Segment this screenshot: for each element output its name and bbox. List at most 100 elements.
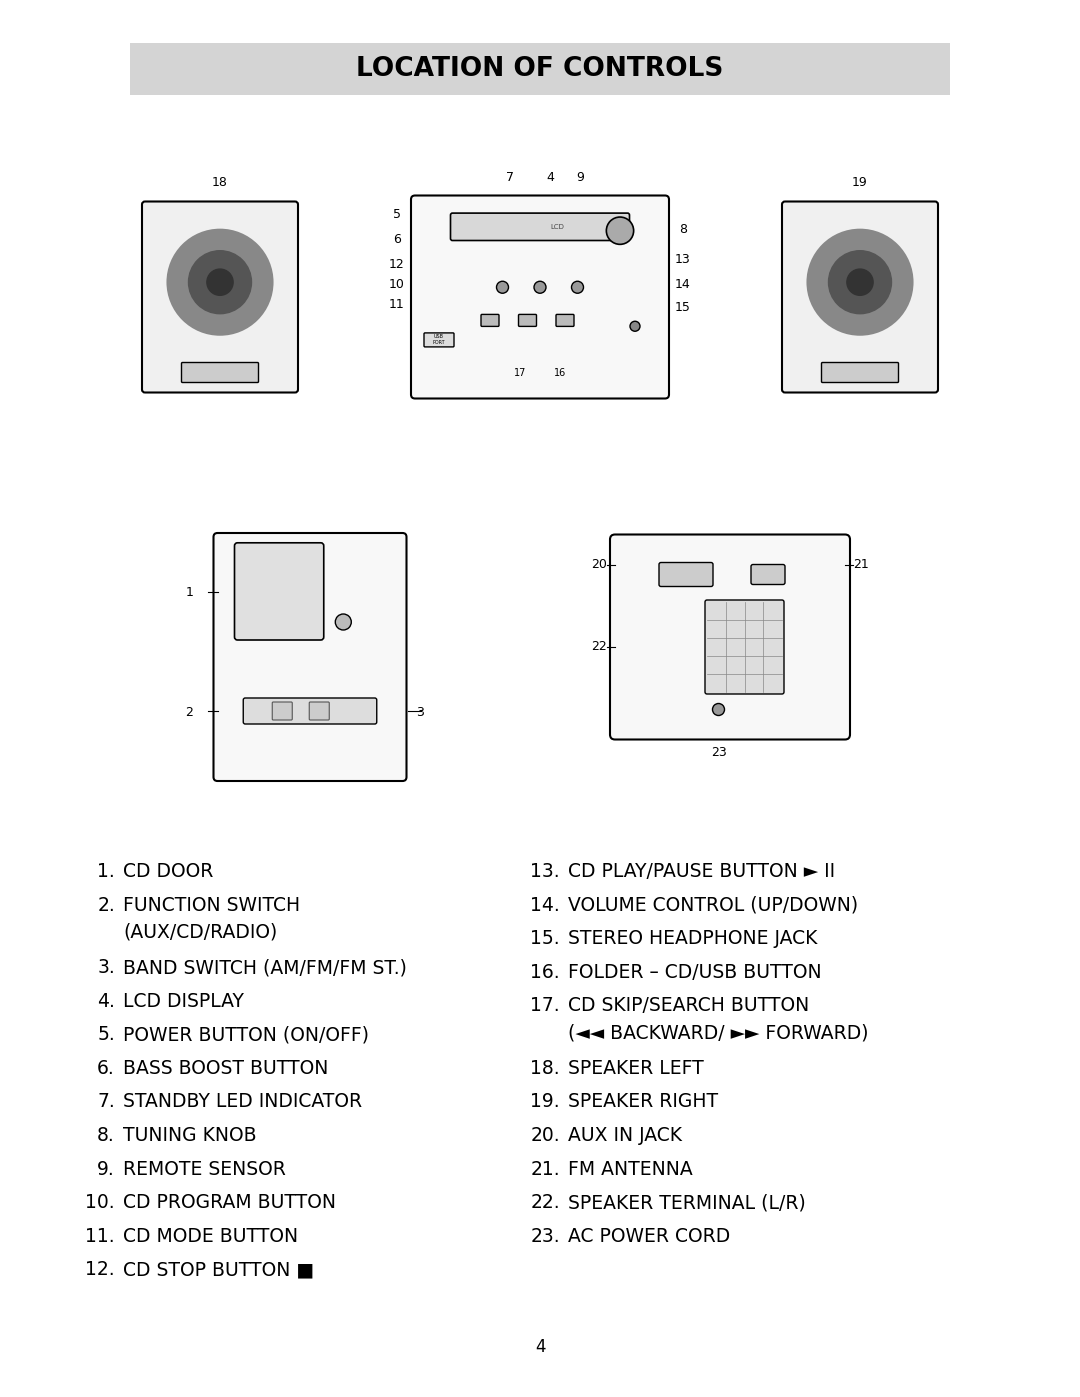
Circle shape <box>808 229 913 335</box>
Text: VOLUME CONTROL (UP/DOWN): VOLUME CONTROL (UP/DOWN) <box>568 895 859 915</box>
Text: 20.: 20. <box>530 1126 561 1146</box>
Text: 2.: 2. <box>97 895 114 915</box>
Text: 7: 7 <box>507 170 514 184</box>
FancyBboxPatch shape <box>610 535 850 739</box>
FancyBboxPatch shape <box>243 698 377 724</box>
Circle shape <box>189 250 252 314</box>
FancyBboxPatch shape <box>782 201 939 393</box>
Text: 22.: 22. <box>530 1193 561 1213</box>
Text: (◄◄ BACKWARD/ ►► FORWARD): (◄◄ BACKWARD/ ►► FORWARD) <box>568 1024 868 1042</box>
Text: 4: 4 <box>546 170 554 184</box>
Text: 3: 3 <box>417 705 424 718</box>
Circle shape <box>828 250 891 314</box>
Text: 13: 13 <box>675 253 691 265</box>
Text: 19: 19 <box>852 176 868 189</box>
Text: 8.: 8. <box>97 1126 114 1146</box>
Text: 15: 15 <box>675 300 691 314</box>
FancyBboxPatch shape <box>272 703 293 719</box>
Text: 11: 11 <box>389 298 405 312</box>
Text: LCD: LCD <box>551 224 565 229</box>
Text: 6.: 6. <box>97 1059 114 1078</box>
FancyBboxPatch shape <box>181 362 258 383</box>
Text: 8: 8 <box>679 224 687 236</box>
Text: 5.: 5. <box>97 1025 114 1044</box>
Text: 18.: 18. <box>530 1059 561 1078</box>
Text: 9: 9 <box>576 170 584 184</box>
Text: 7.: 7. <box>97 1092 114 1112</box>
Text: 16.: 16. <box>530 963 561 982</box>
Text: 14: 14 <box>675 278 691 291</box>
Text: 20: 20 <box>591 557 607 571</box>
Text: FUNCTION SWITCH: FUNCTION SWITCH <box>123 895 300 915</box>
Text: SPEAKER RIGHT: SPEAKER RIGHT <box>568 1092 718 1112</box>
Text: 4.: 4. <box>97 992 114 1010</box>
Text: CD STOP BUTTON ■: CD STOP BUTTON ■ <box>123 1260 314 1280</box>
Text: BAND SWITCH (AM/FM/FM ST.): BAND SWITCH (AM/FM/FM ST.) <box>123 958 407 977</box>
Text: 1: 1 <box>186 585 193 598</box>
Text: 13.: 13. <box>530 862 561 882</box>
FancyBboxPatch shape <box>705 599 784 694</box>
Text: 3.: 3. <box>97 958 114 977</box>
FancyBboxPatch shape <box>450 214 630 240</box>
Text: 19.: 19. <box>530 1092 561 1112</box>
Text: CD SKIP/SEARCH BUTTON: CD SKIP/SEARCH BUTTON <box>568 996 809 1016</box>
FancyBboxPatch shape <box>141 201 298 393</box>
FancyBboxPatch shape <box>751 564 785 584</box>
Text: SPEAKER TERMINAL (L/R): SPEAKER TERMINAL (L/R) <box>568 1193 806 1213</box>
Text: CD DOOR: CD DOOR <box>123 862 214 882</box>
Text: USB
PORT: USB PORT <box>433 334 445 345</box>
Text: 23: 23 <box>711 746 727 759</box>
Text: FM ANTENNA: FM ANTENNA <box>568 1160 692 1179</box>
Text: 10: 10 <box>389 278 405 291</box>
Text: 4: 4 <box>535 1338 545 1356</box>
Text: (AUX/CD/RADIO): (AUX/CD/RADIO) <box>123 923 278 942</box>
FancyBboxPatch shape <box>234 543 324 640</box>
Text: LCD DISPLAY: LCD DISPLAY <box>123 992 244 1010</box>
Text: BASS BOOST BUTTON: BASS BOOST BUTTON <box>123 1059 328 1078</box>
Circle shape <box>571 281 583 293</box>
Text: TUNING KNOB: TUNING KNOB <box>123 1126 257 1146</box>
Text: 17.: 17. <box>530 996 561 1016</box>
Circle shape <box>847 270 873 295</box>
FancyBboxPatch shape <box>214 534 406 781</box>
FancyBboxPatch shape <box>556 314 573 327</box>
Text: CD PROGRAM BUTTON: CD PROGRAM BUTTON <box>123 1193 336 1213</box>
FancyBboxPatch shape <box>130 43 950 95</box>
Text: 12.: 12. <box>85 1260 114 1280</box>
Text: 18: 18 <box>212 176 228 189</box>
Text: STANDBY LED INDICATOR: STANDBY LED INDICATOR <box>123 1092 362 1112</box>
Text: 11.: 11. <box>85 1227 114 1246</box>
Text: 22: 22 <box>591 640 607 654</box>
Text: CD MODE BUTTON: CD MODE BUTTON <box>123 1227 298 1246</box>
Text: 5: 5 <box>393 208 401 221</box>
Text: CD PLAY/PAUSE BUTTON ► II: CD PLAY/PAUSE BUTTON ► II <box>568 862 835 882</box>
FancyBboxPatch shape <box>481 314 499 327</box>
FancyBboxPatch shape <box>518 314 537 327</box>
Text: 17: 17 <box>514 367 526 377</box>
Text: 14.: 14. <box>530 895 561 915</box>
Text: 23.: 23. <box>530 1227 561 1246</box>
Text: 10.: 10. <box>85 1193 114 1213</box>
Circle shape <box>497 281 509 293</box>
Text: 21: 21 <box>853 557 868 571</box>
Text: SPEAKER LEFT: SPEAKER LEFT <box>568 1059 704 1078</box>
Circle shape <box>207 270 233 295</box>
FancyBboxPatch shape <box>822 362 899 383</box>
Text: REMOTE SENSOR: REMOTE SENSOR <box>123 1160 286 1179</box>
Circle shape <box>335 615 351 630</box>
Circle shape <box>606 217 634 244</box>
Text: 21.: 21. <box>530 1160 561 1179</box>
Text: 9.: 9. <box>97 1160 114 1179</box>
Text: POWER BUTTON (ON/OFF): POWER BUTTON (ON/OFF) <box>123 1025 369 1044</box>
Text: 2: 2 <box>186 705 193 718</box>
FancyBboxPatch shape <box>659 563 713 587</box>
FancyBboxPatch shape <box>411 196 669 398</box>
Text: AC POWER CORD: AC POWER CORD <box>568 1227 730 1246</box>
Text: STEREO HEADPHONE JACK: STEREO HEADPHONE JACK <box>568 929 818 949</box>
Text: 16: 16 <box>554 367 566 377</box>
Text: 6: 6 <box>393 233 401 246</box>
Circle shape <box>630 321 640 331</box>
Text: FOLDER – CD/USB BUTTON: FOLDER – CD/USB BUTTON <box>568 963 822 982</box>
Text: LOCATION OF CONTROLS: LOCATION OF CONTROLS <box>356 56 724 82</box>
Text: 15.: 15. <box>530 929 561 949</box>
